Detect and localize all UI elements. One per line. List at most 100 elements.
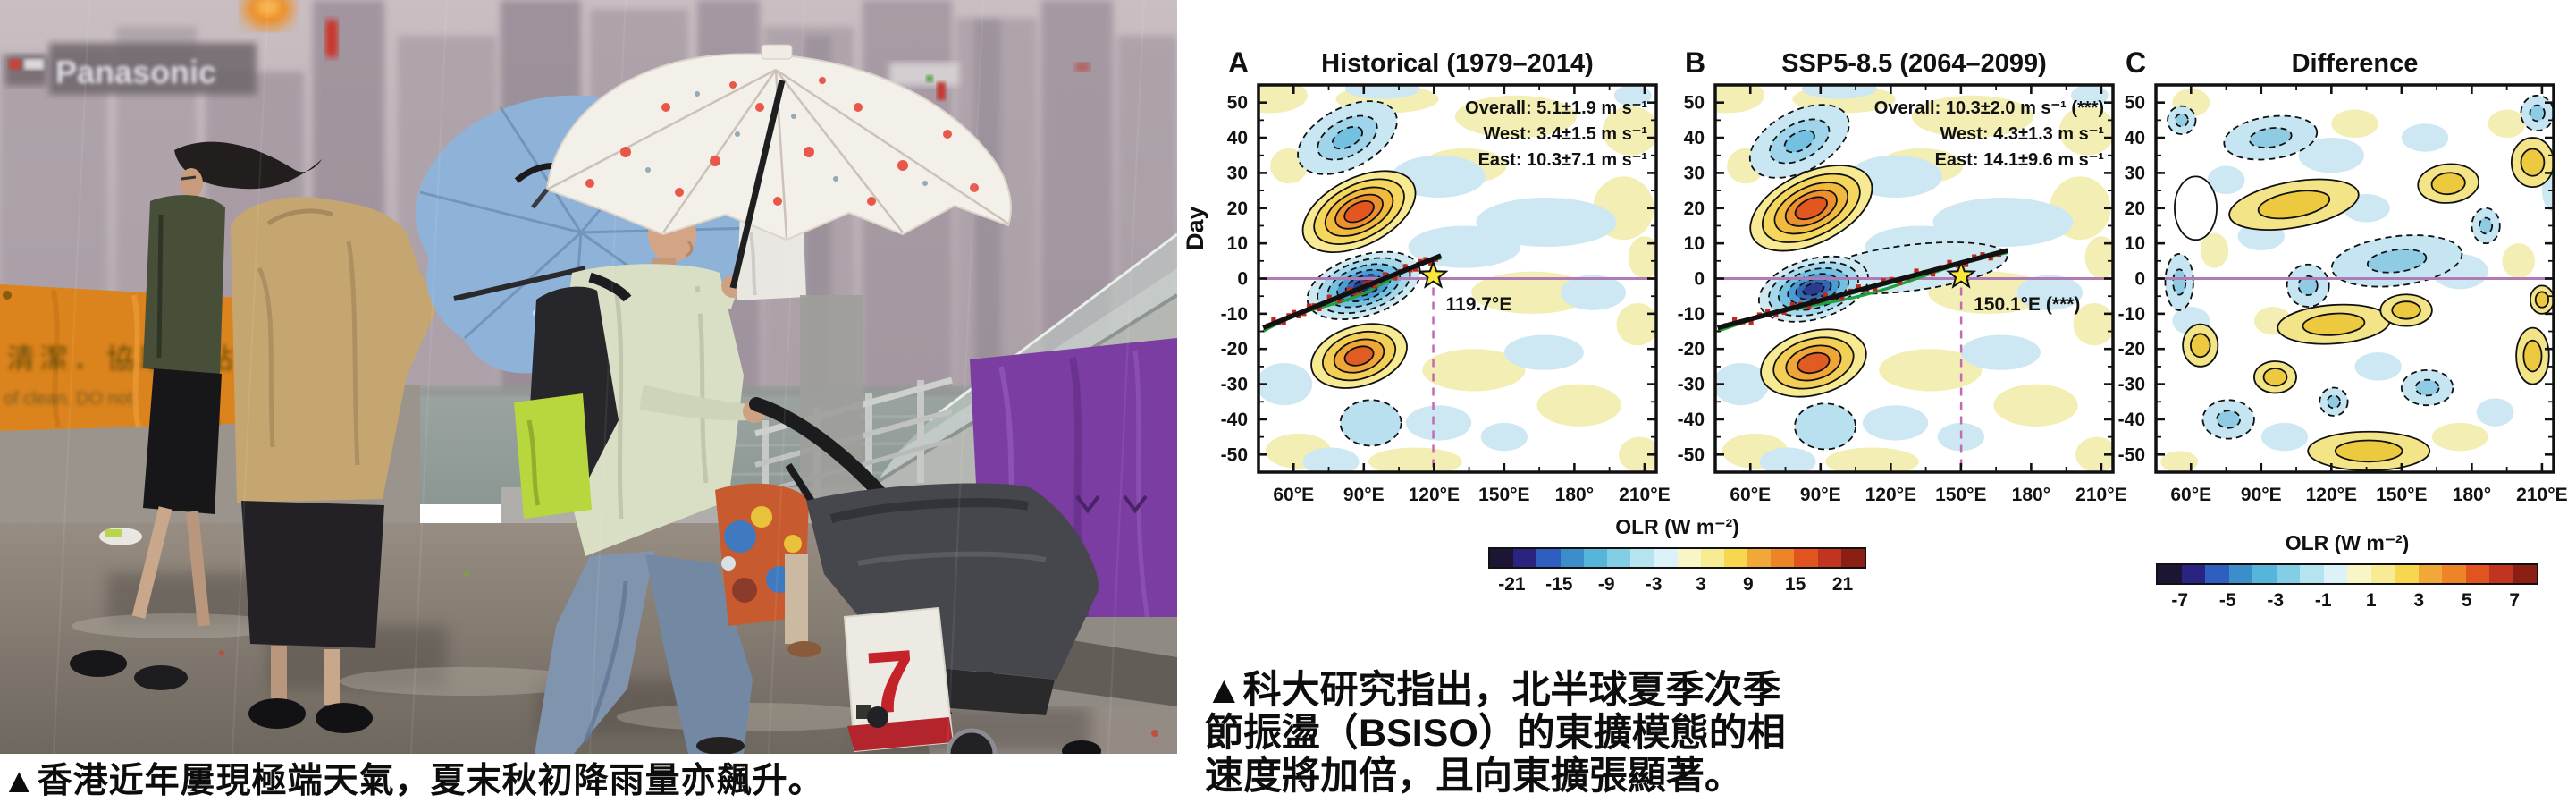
colorbar1-title: OLR (W m⁻²) — [1615, 515, 1739, 538]
track-marker — [1781, 309, 1787, 316]
track-marker — [1367, 280, 1373, 285]
pedestrian-tan-jacket — [231, 197, 463, 733]
texture-patch-yellow — [2050, 176, 2111, 241]
contour-suppressed — [1757, 255, 1869, 323]
contour-orange — [1334, 193, 1384, 230]
weather-photo: Panasonic — [0, 0, 1177, 754]
annotation-line: East: 14.1±9.6 m s⁻¹ — [1935, 150, 2105, 170]
track-marker — [1839, 296, 1845, 301]
colorbar-segment — [2418, 565, 2442, 583]
colorbar-tick-label: 15 — [1785, 574, 1806, 595]
track-marker — [1271, 317, 1276, 323]
colorbar-segment — [1677, 549, 1701, 567]
contour-c_open — [2174, 175, 2218, 241]
track-marker — [1397, 268, 1403, 275]
track-marker — [1382, 272, 1388, 277]
track-marker — [1831, 294, 1837, 300]
contour-suppressed — [1306, 250, 1421, 320]
contour-upperblue — [1748, 104, 1850, 179]
track-marker — [1266, 323, 1271, 328]
track-marker — [1922, 270, 1927, 275]
texture-patch-yellow — [1259, 85, 1308, 114]
track-marker — [1296, 313, 1301, 319]
x-tick-label: 90°E — [2241, 485, 2282, 505]
x-tick-label: 120°E — [1865, 485, 1916, 505]
track-marker — [1881, 278, 1886, 283]
texture-patch-blue — [1302, 447, 1360, 472]
colorbar-tick-label: 9 — [1742, 574, 1754, 595]
colorbar-tick-label: 7 — [2509, 590, 2521, 611]
colorbar-segment — [2252, 565, 2277, 583]
panel-title-b: SSP5-8.5 (2064–2099) — [1781, 49, 2047, 78]
pedestrian-main-woman — [514, 114, 766, 754]
texture-patch-blue — [1801, 85, 1877, 99]
contour-c_blue — [2201, 399, 2255, 440]
y-tick-label: 50 — [1227, 93, 1248, 114]
contour-orange — [1794, 196, 1828, 221]
texture-patch-blue — [1715, 362, 1770, 406]
contour-c_blue — [2223, 114, 2319, 161]
pushing-arm — [639, 385, 753, 421]
track-marker — [1423, 257, 1428, 262]
colorbar-segment — [1840, 549, 1865, 567]
track-marker — [1947, 259, 1952, 265]
track-marker — [1980, 252, 1985, 258]
track-marker — [1972, 254, 1977, 259]
track-marker — [1996, 251, 2002, 258]
texture-patch-blue — [1759, 447, 1816, 472]
track-marker — [1740, 319, 1746, 325]
y-tick-label: 0 — [1694, 269, 1705, 290]
contour-orange — [1773, 182, 1849, 235]
contour-upperblue — [1317, 114, 1378, 161]
contour-orange — [1761, 173, 1861, 243]
texture-patch-yellow — [2160, 451, 2199, 472]
panasonic-sign: Panasonic — [5, 43, 257, 95]
colorbar-tick-label: -21 — [1498, 574, 1526, 595]
photo-caption: ▲香港近年屢現極端天氣，夏末秋初降雨量亦飆升。 — [2, 762, 824, 800]
stroller-wheel — [1062, 740, 1101, 754]
track-marker — [1393, 275, 1398, 281]
texture-patch-blue — [1344, 85, 1420, 99]
texture-patch-yellow — [1911, 95, 2033, 139]
texture-patch-yellow — [1928, 271, 2050, 314]
figure-caption: ▲科大研究指出，北半球夏季次季 節振盪（BSISO）的東擴模態的相 速度將加倍，… — [1205, 669, 1974, 798]
texture-patch-yellow — [1727, 148, 1764, 184]
track-marker — [1806, 304, 1812, 310]
track-marker — [1336, 298, 1343, 303]
contour-c_blue — [2319, 386, 2349, 417]
plot-content: 119.7°E Overall: 5.1±1.9 m s⁻¹ West: 3.4±1… — [1259, 85, 1656, 472]
panel-plot-C: 60°E 90°E 120°E 150°E 180° 210°E 50 40 30 20 10 0 -1… — [2118, 83, 2568, 505]
texture-patch-blue — [2401, 123, 2449, 152]
track-marker — [1939, 265, 1944, 270]
y-tick-label: 40 — [2125, 128, 2145, 148]
texture-patch-yellow — [2073, 303, 2113, 346]
contour-c_blue — [2520, 94, 2554, 132]
colorbar-tick-label: 3 — [1696, 574, 1706, 595]
contour-c_yellow — [2391, 300, 2421, 320]
track-marker — [1317, 306, 1322, 311]
y-tick-label: 20 — [1684, 199, 1705, 219]
track-marker — [1764, 309, 1771, 314]
contour-suppressed — [1777, 267, 1849, 311]
texture-patch-yellow — [2084, 236, 2113, 279]
x-tick-label: 120°E — [2306, 485, 2357, 505]
track-marker — [1301, 311, 1307, 317]
city-lights — [243, 0, 1090, 100]
texture-patch-blue — [1480, 422, 1528, 452]
star-marker — [1946, 259, 1977, 289]
contour-envelope — [1811, 241, 2008, 295]
colorbar-segment — [2395, 565, 2419, 583]
star-marker — [1418, 259, 1449, 289]
colorbar-segment — [2442, 565, 2466, 583]
contour-lowerorange — [1343, 345, 1375, 367]
texture-patch-blue — [2207, 165, 2245, 195]
contour-upperblue — [1783, 129, 1815, 154]
texture-patch-yellow — [2331, 109, 2378, 139]
y-tick-label: 40 — [1684, 128, 1705, 148]
contour-suppressed — [1787, 273, 1840, 306]
plot-background — [2156, 85, 2554, 472]
track-marker — [1321, 300, 1327, 307]
colorbar-segment — [2323, 565, 2347, 583]
y-tick-label: 50 — [1684, 93, 1705, 114]
